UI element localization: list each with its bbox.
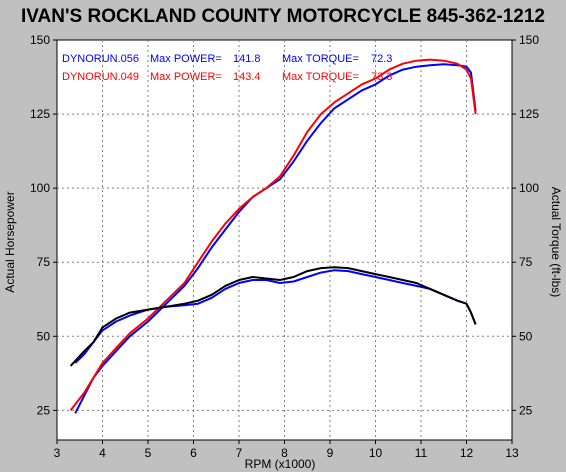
y-tick-label-left: 125: [30, 107, 50, 121]
legend-torque-label-1: Max TORQUE=: [282, 53, 359, 65]
y-tick-labels-right: 25 50 75 100 125 150: [512, 33, 539, 417]
legend-power-value-2: 143.4: [233, 71, 261, 83]
y-tick-label-left: 100: [30, 181, 50, 195]
legend-power-value-1: 141.8: [233, 53, 261, 65]
x-tick-label: 5: [145, 446, 152, 460]
y-tick-label-left: 75: [37, 255, 51, 269]
legend-power-label-1: Max POWER=: [150, 53, 222, 65]
series-line-4-torque: [69, 266, 477, 367]
grid-layer: [57, 40, 512, 440]
x-tick-label: 4: [99, 446, 106, 460]
x-tick-label: 13: [505, 446, 519, 460]
y-tick-labels-left: 25 50 75 100 125 150: [30, 33, 57, 417]
y-tick-label-right: 100: [519, 181, 539, 195]
series-line-1-power: [74, 63, 477, 414]
legend-run-1: DYNORUN.056: [62, 53, 139, 65]
x-tick-label: 7: [236, 446, 243, 460]
legend: DYNORUN.056 Max POWER= 141.8 Max TORQUE=…: [62, 53, 392, 83]
x-tick-label: 8: [281, 446, 288, 460]
x-tick-label: 10: [369, 446, 383, 460]
x-tick-label: 11: [415, 446, 428, 460]
y-tick-label-left: 150: [30, 33, 50, 47]
x-tick-labels: 3 4 5 6 7 8 9 10 11 12 13: [54, 440, 519, 460]
legend-power-label-2: Max POWER=: [150, 71, 222, 83]
y-tick-label-left: 25: [37, 403, 51, 417]
y-axis-label-right: Actual Torque (ft-lbs): [549, 187, 563, 298]
y-tick-label-right: 25: [519, 403, 533, 417]
x-axis-label: RPM (x1000): [245, 457, 316, 471]
y-tick-label-right: 125: [519, 107, 539, 121]
y-tick-label-right: 150: [519, 33, 539, 47]
legend-torque-value-1: 72.3: [371, 53, 392, 65]
chart-title: IVAN'S ROCKLAND COUNTY MOTORCYCLE 845-36…: [21, 6, 545, 27]
x-tick-label: 3: [54, 446, 61, 460]
legend-torque-value-2: 73.3: [371, 71, 392, 83]
legend-run-2: DYNORUN.049: [62, 71, 139, 83]
y-axis-label-left: Actual Horsepower: [3, 191, 17, 292]
legend-torque-label-2: Max TORQUE=: [282, 71, 359, 83]
x-tick-label: 12: [460, 446, 474, 460]
y-tick-label-right: 50: [519, 329, 533, 343]
series-line-2-power: [69, 58, 477, 412]
x-tick-label: 9: [327, 446, 334, 460]
series-layer: [69, 58, 477, 414]
y-tick-label-right: 75: [519, 255, 533, 269]
x-tick-label: 6: [190, 446, 197, 460]
y-tick-label-left: 50: [37, 329, 51, 343]
